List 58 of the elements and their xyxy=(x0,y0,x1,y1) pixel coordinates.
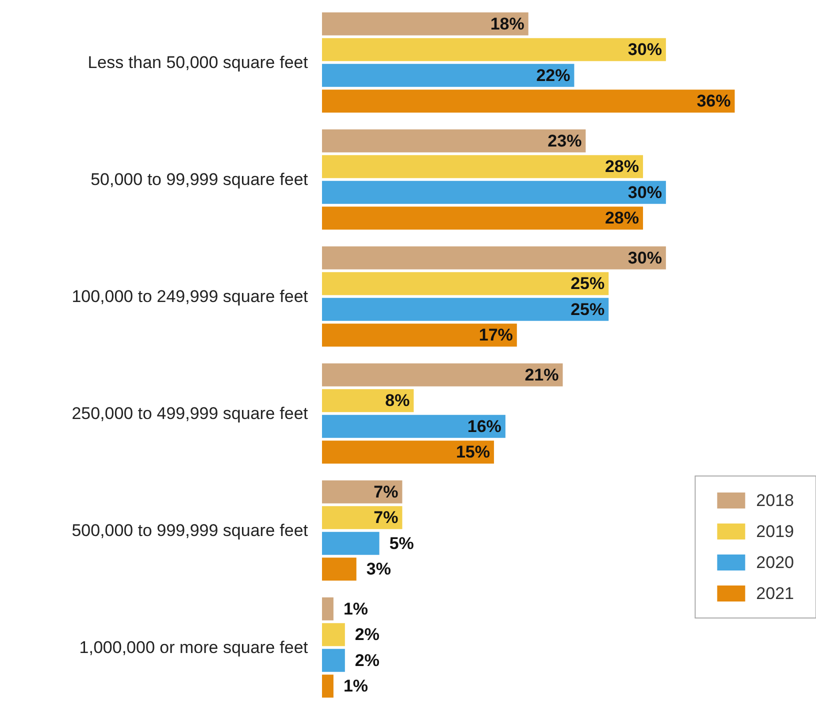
data-label: 2% xyxy=(354,650,380,670)
bar xyxy=(322,272,609,296)
bar xyxy=(322,674,334,698)
legend-label: 2020 xyxy=(756,553,794,572)
data-label: 30% xyxy=(628,182,662,202)
data-label: 5% xyxy=(389,534,414,553)
data-label: 18% xyxy=(490,14,524,34)
bar xyxy=(322,298,609,321)
bar xyxy=(322,597,334,620)
data-label: 15% xyxy=(456,442,490,462)
data-label: 36% xyxy=(696,92,731,111)
bar xyxy=(322,180,666,204)
data-label: 22% xyxy=(536,66,570,85)
data-label: 30% xyxy=(628,248,662,268)
data-label: 16% xyxy=(467,416,502,436)
y-tick-label: 1,000,000 or more square feet xyxy=(79,638,308,657)
data-label: 25% xyxy=(570,274,605,294)
bar xyxy=(322,558,356,581)
bar xyxy=(322,389,414,412)
data-label: 8% xyxy=(385,391,410,410)
bar xyxy=(322,90,735,113)
bar xyxy=(322,129,586,152)
y-tick-label: 250,000 to 499,999 square feet xyxy=(72,404,308,423)
bar xyxy=(322,506,402,530)
data-label: 7% xyxy=(374,508,398,528)
bar xyxy=(322,623,345,646)
data-label: 21% xyxy=(524,365,559,384)
bar xyxy=(322,324,517,347)
bar xyxy=(322,480,402,504)
legend-label: 2018 xyxy=(756,491,794,510)
data-label: 17% xyxy=(478,326,513,345)
data-label: 30% xyxy=(628,40,662,60)
data-label: 2% xyxy=(354,625,380,644)
bar xyxy=(322,206,644,230)
y-tick-label: 50,000 to 99,999 square feet xyxy=(90,170,308,189)
bar xyxy=(322,12,528,36)
y-tick-label: Less than 50,000 square feet xyxy=(88,53,308,72)
data-label: 28% xyxy=(604,157,640,176)
data-label: 28% xyxy=(604,208,640,228)
data-label: 7% xyxy=(374,482,398,502)
data-label: 25% xyxy=(570,300,605,319)
y-tick-label: 100,000 to 249,999 square feet xyxy=(72,287,308,306)
legend-label: 2019 xyxy=(756,522,794,541)
data-label: 1% xyxy=(343,599,368,618)
y-tick-label: 500,000 to 999,999 square feet xyxy=(72,521,308,540)
data-label: 3% xyxy=(366,560,391,579)
bar xyxy=(322,155,644,178)
bar xyxy=(322,532,380,555)
bar xyxy=(322,246,666,270)
bar xyxy=(322,363,563,386)
bar xyxy=(322,38,666,62)
legend-label: 2021 xyxy=(756,584,794,603)
data-label: 23% xyxy=(548,131,582,150)
bar xyxy=(322,440,494,464)
bar xyxy=(322,64,574,87)
bar xyxy=(322,648,345,672)
bar xyxy=(322,414,506,438)
data-label: 1% xyxy=(343,676,368,696)
